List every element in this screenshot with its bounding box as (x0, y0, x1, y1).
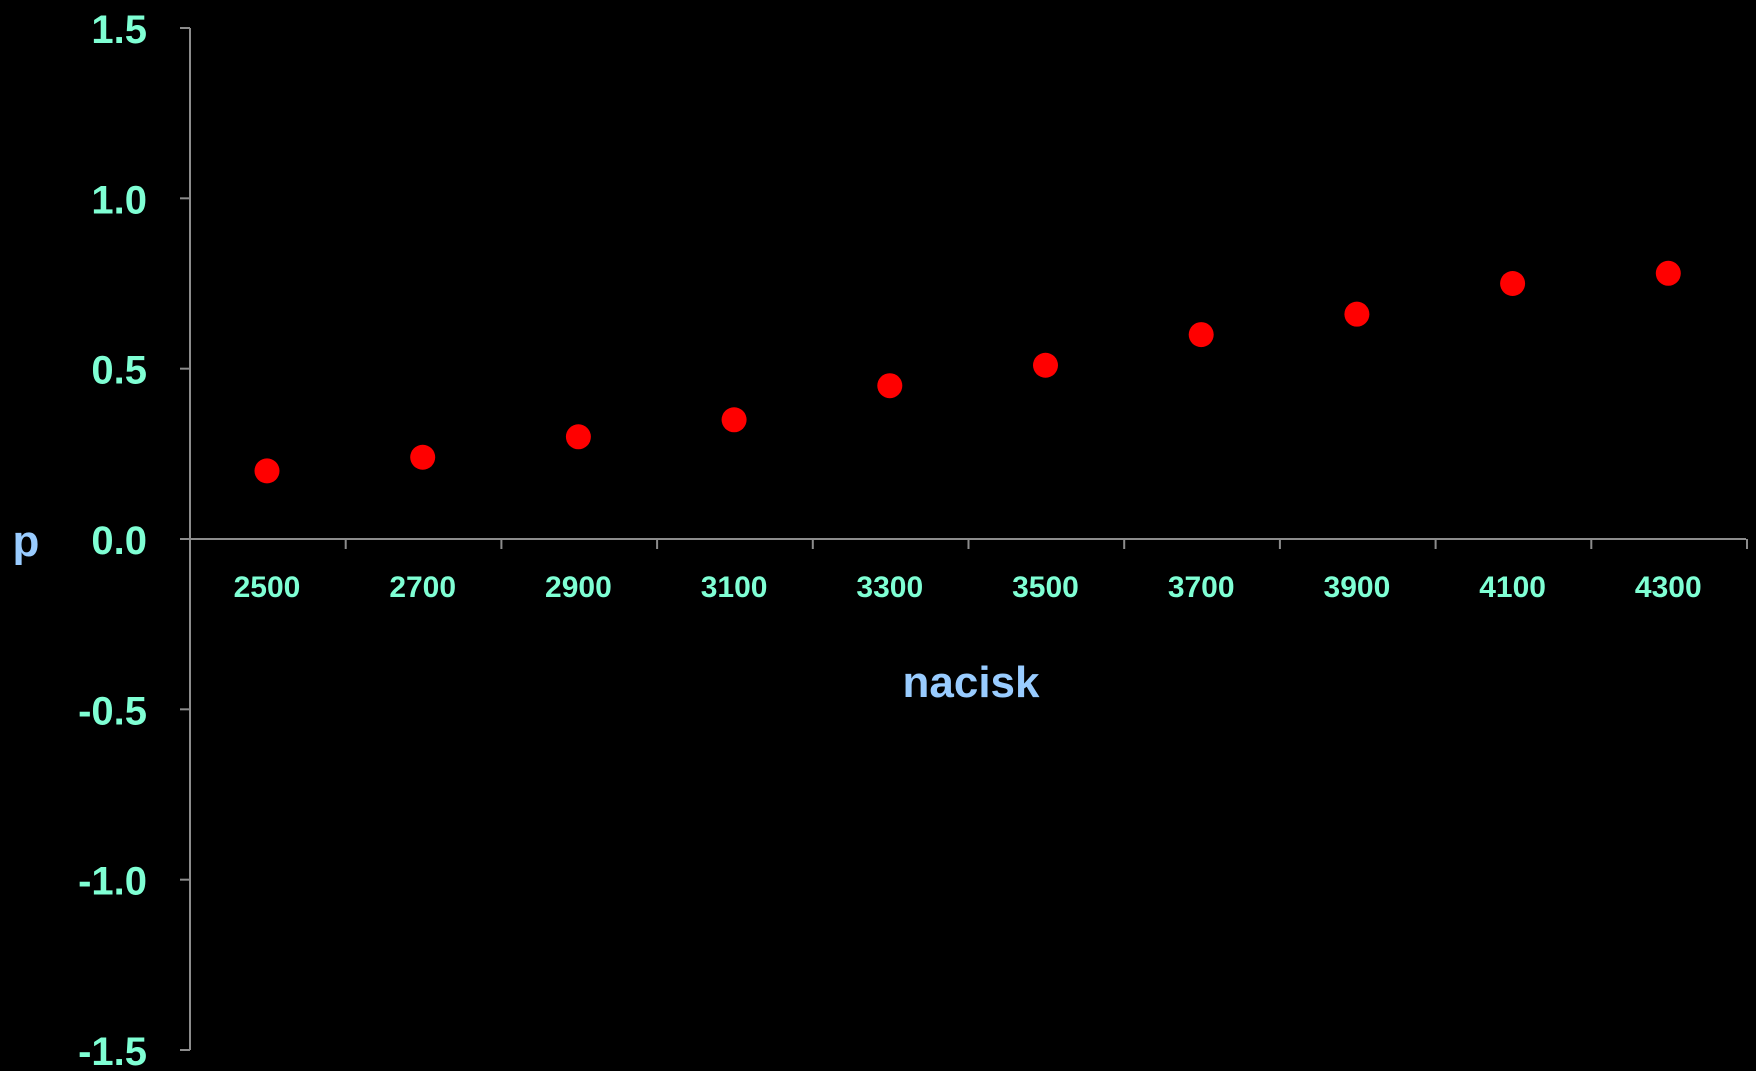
data-point (721, 407, 747, 433)
x-axis-title: nacisk (903, 658, 1041, 707)
y-tick-label: 1.5 (91, 8, 147, 52)
data-point (877, 373, 903, 399)
x-tick-label: 4100 (1479, 571, 1546, 604)
x-tick-label: 3100 (701, 571, 768, 604)
data-point (1655, 260, 1681, 286)
y-axis: 1.5 1.0 0.5 0.0 -0.5 -1.0 -1.5 (78, 8, 191, 1071)
x-tick-label: 3300 (856, 571, 923, 604)
y-tick-label: -0.5 (78, 689, 147, 733)
data-point (1344, 301, 1370, 327)
y-tick-label: -1.0 (78, 860, 147, 904)
data-point (1033, 352, 1058, 378)
x-tick-label: 3500 (1012, 571, 1079, 604)
data-point (565, 424, 591, 450)
data-point (410, 444, 436, 470)
data-point (1188, 322, 1214, 348)
y-tick-label: 1.0 (91, 178, 147, 222)
data-point (1500, 271, 1526, 296)
x-tick-label: 3900 (1324, 571, 1391, 604)
y-axis-title: p (13, 517, 40, 566)
x-tick-label: 2700 (389, 571, 456, 604)
y-tick-label: 0.0 (91, 519, 147, 563)
x-tick-label: 2900 (545, 571, 612, 604)
data-point (254, 458, 280, 484)
y-tick-label: 0.5 (91, 349, 147, 393)
x-tick-label: 2500 (234, 571, 301, 604)
y-tick-label: -1.5 (78, 1030, 147, 1071)
x-tick-label: 4300 (1635, 571, 1702, 604)
data-points (254, 260, 1681, 484)
x-tick-label: 3700 (1168, 571, 1235, 604)
x-axis: 2500 2700 2900 3100 3300 3500 3700 3900 4100 4300 (189, 538, 1748, 604)
